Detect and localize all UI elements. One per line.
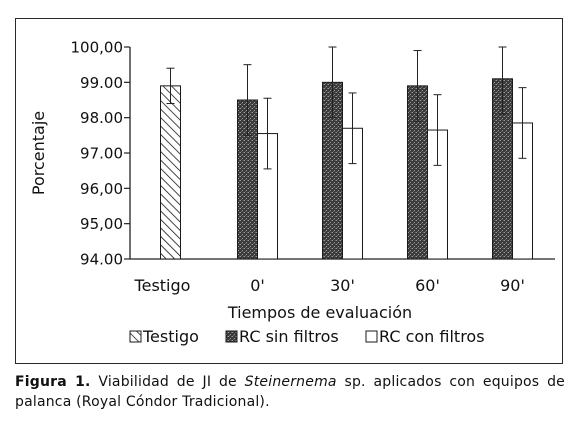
x-tick-label: 30' [330,276,355,295]
legend-swatch [365,330,378,343]
caption-text-before: Viabilidad de JI de [90,374,245,390]
y-axis-ticks: 94.00 95,00 96,00 97.00 98.00 99.00 100,00 [71,39,130,269]
x-tick-label: 90' [500,276,525,295]
y-tick-label: 99.00 [80,74,123,92]
x-axis-label: Tiempos de evaluación [227,303,412,322]
y-tick-label: 98.00 [80,109,123,127]
legend-swatch [225,330,238,343]
legend-label: Testigo [142,327,199,346]
legend-label: RC con filtros [379,327,485,346]
y-axis-label: Porcentaje [29,111,48,195]
error-bars [166,46,527,170]
y-tick-label: 100,00 [71,39,124,57]
caption-label: Figura 1. [15,374,91,390]
y-tick-label: 96,00 [80,180,123,198]
legend-swatch [129,330,142,343]
caption-italic: Steinernema [244,374,337,390]
x-tick-label: Testigo [134,276,191,295]
x-tick-label: 0' [250,276,265,295]
legend-label: RC sin filtros [239,327,339,346]
bar [160,85,181,260]
figure-frame [15,18,563,364]
caption-text-after: sp. aplicados con equipos de palanca (Ro… [15,374,565,410]
y-tick-label: 94.00 [80,251,123,269]
bars [160,78,533,260]
y-tick-label: 95,00 [80,215,123,233]
figure-caption: Figura 1. Viabilidad de JI de Steinernem… [15,372,565,412]
x-tick-label: 60' [415,276,440,295]
x-axis-ticks: Testigo 0' 30' 60' 90' [134,276,525,295]
y-tick-label: 97.00 [80,145,123,163]
legend: Testigo RC sin filtros RC con filtros [129,327,485,346]
